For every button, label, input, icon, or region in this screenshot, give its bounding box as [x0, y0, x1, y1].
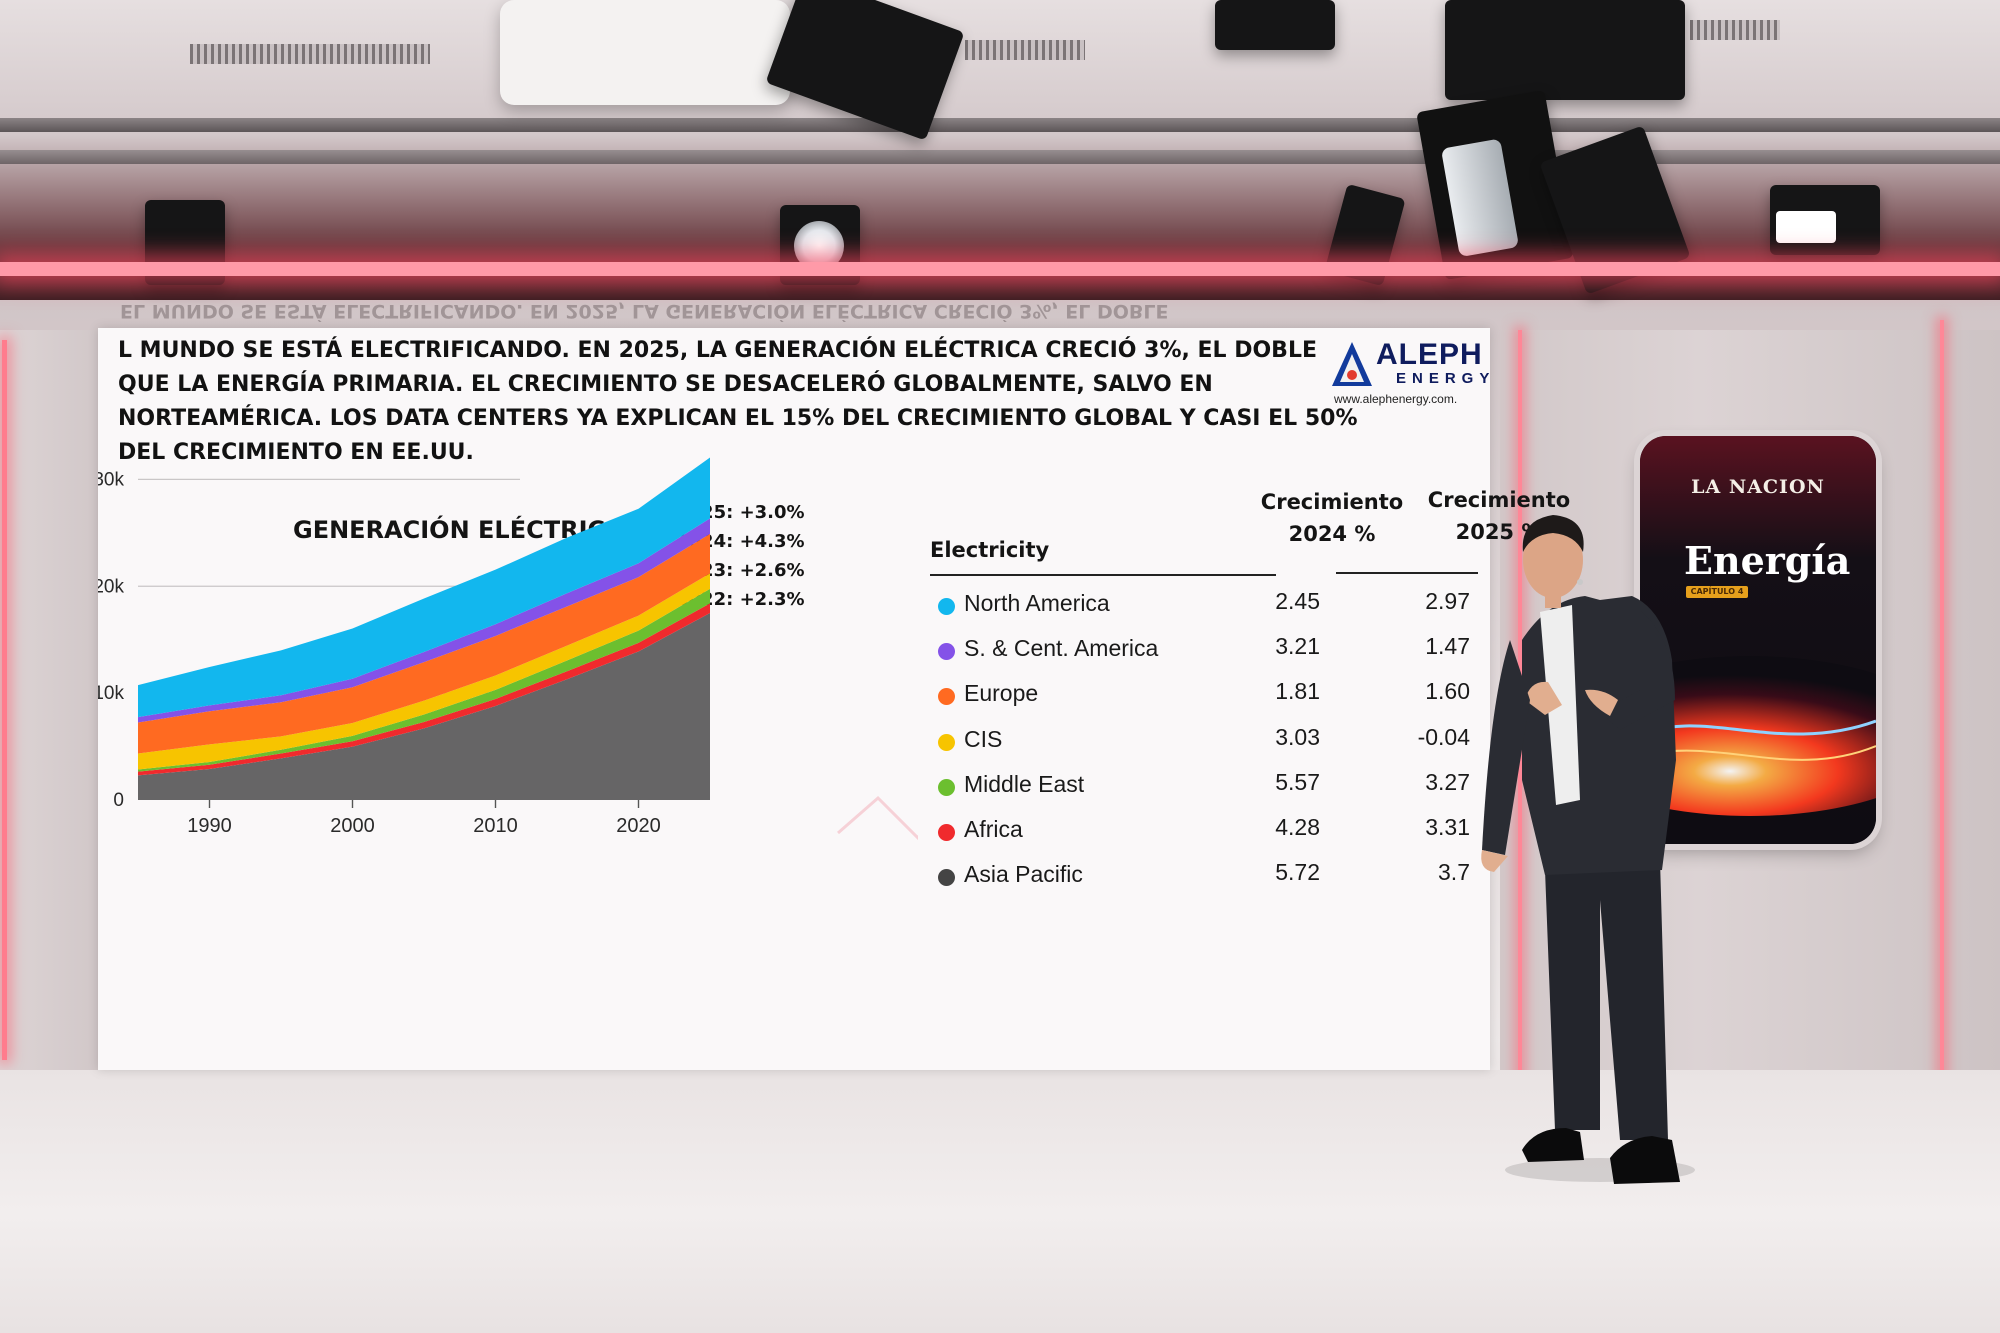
growth-2024-value: 1.81 [1275, 678, 1320, 705]
ceiling-vent [190, 44, 430, 64]
area-series [138, 533, 710, 754]
triangle-logo-icon [1332, 342, 1372, 386]
stage-floor [0, 1070, 2000, 1333]
logo-subword: ENERGY [1396, 370, 1496, 387]
aleph-energy-logo: ALEPH ENERGY www.alephenergy.com. [1330, 334, 1490, 406]
table-header-rule [1336, 572, 1478, 574]
legend-dot [938, 778, 955, 796]
growth-2024-value: 3.03 [1275, 723, 1320, 750]
table-row: Middle East 5.57 3.27 [930, 765, 1470, 809]
region-name: North America [964, 590, 1110, 616]
la-nacion-display: LA NACION Energía CAPÍTULO 4 [1640, 436, 1876, 844]
table-header-rule [930, 574, 1276, 576]
x-tick-label: 2000 [330, 815, 375, 837]
studio-lamp [1215, 0, 1335, 50]
legend-dot [938, 598, 955, 615]
energy-flare-graphic [1640, 436, 1876, 844]
growth-2025-value: 3.31 [1425, 814, 1470, 840]
table-row: Europe 1.81 1.60 [930, 674, 1470, 718]
tv-title: Energía [1684, 538, 1851, 583]
region-name: Middle East [964, 770, 1085, 797]
legend-dot [938, 643, 955, 661]
x-tick-label: 1990 [187, 815, 232, 837]
tv-badge: CAPÍTULO 4 [1686, 586, 1748, 598]
background-line-graphic [837, 795, 918, 841]
headline-line: DEL CRECIMIENTO EN EE.UU. [118, 440, 474, 465]
x-tick-label: 2010 [473, 815, 518, 837]
tv-brand: LA NACION [1691, 476, 1825, 498]
growth-2025-value: 3.27 [1425, 768, 1470, 795]
ceiling-truss [0, 150, 2000, 164]
growth-2024-value: 2.45 [1275, 588, 1320, 614]
logo-word: ALEPH [1376, 338, 1483, 371]
presentation-screen: L MUNDO SE ESTÁ ELECTRIFICANDO. EN 2025,… [98, 328, 1570, 1070]
ceiling-vent [1690, 20, 1780, 40]
table-row: S. & Cent. America 3.21 1.47 [930, 629, 1470, 673]
stacked-area-chart: 010k20k30k1990200020102020TWh [98, 457, 918, 841]
studio-softbox [500, 0, 790, 105]
headline-line: L MUNDO SE ESTÁ ELECTRIFICANDO. EN 2025,… [118, 338, 1317, 363]
legend-dot [938, 869, 955, 887]
growth-2024-value: 3.21 [1275, 633, 1320, 660]
growth-2025-value: 2.97 [1425, 588, 1470, 614]
region-name: CIS [964, 725, 1003, 752]
ceiling-truss [0, 118, 2000, 132]
slide-headline: L MUNDO SE ESTÁ ELECTRIFICANDO. EN 2025,… [118, 334, 1378, 470]
region-name: Asia Pacific [964, 861, 1083, 888]
screen-reflection-text: EL MUNDO SE ESTÁ ELECTRIFICANDO. EN 2025… [120, 300, 1169, 322]
studio-ceiling [0, 0, 2000, 300]
x-tick-label: 2020 [616, 815, 661, 837]
growth-2025-value: -0.04 [1417, 723, 1470, 750]
growth-2025-value: 3.7 [1438, 859, 1470, 886]
growth-table: Electricity Crecimiento 2024 % Crecimien… [930, 486, 1570, 906]
logo-url: www.alephenergy.com. [1334, 392, 1458, 406]
table-header-2024: Crecimiento 2024 % [1260, 490, 1404, 546]
area-series [138, 612, 710, 800]
headline-line: QUE LA ENERGÍA PRIMARIA. EL CRECIMIENTO … [118, 372, 1213, 397]
y-tick-label: 30k [98, 469, 124, 490]
table-row: Asia Pacific 5.72 3.7 [930, 855, 1470, 899]
headline-line: NORTEAMÉRICA. LOS DATA CENTERS YA EXPLIC… [118, 406, 1358, 431]
growth-2024-value: 4.28 [1275, 814, 1320, 840]
legend-dot [938, 824, 955, 841]
growth-2024-value: 5.57 [1275, 768, 1320, 795]
region-name: S. & Cent. America [964, 635, 1159, 662]
area-series [138, 457, 710, 718]
y-tick-label: 0 [113, 790, 124, 811]
table-header-2025: Crecimiento 2025 % [1427, 488, 1571, 544]
studio-lamp [1770, 185, 1880, 255]
y-tick-label: 20k [98, 576, 124, 597]
legend-dot [938, 688, 955, 706]
region-name: Africa [964, 816, 1023, 842]
y-tick-label: 10k [98, 683, 124, 704]
table-row: CIS 3.03 -0.04 [930, 720, 1470, 764]
growth-2025-value: 1.47 [1425, 633, 1470, 660]
region-name: Europe [964, 680, 1039, 707]
table-row: North America 2.45 2.97 [930, 584, 1470, 628]
table-header-region: Electricity [930, 538, 1050, 562]
growth-2025-value: 1.60 [1425, 678, 1470, 705]
neon-light-strip [0, 262, 2000, 276]
legend-dot [938, 733, 955, 751]
growth-2024-value: 5.72 [1275, 859, 1320, 886]
ceiling-vent [965, 40, 1085, 60]
table-row: Africa 4.28 3.31 [930, 810, 1470, 854]
studio-lamp [1445, 0, 1685, 100]
area-series [138, 573, 710, 770]
